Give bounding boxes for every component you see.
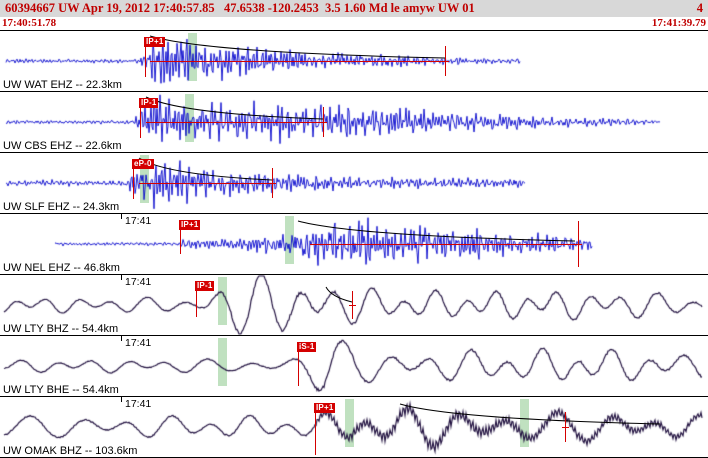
- coda-duration-marker[interactable]: [269, 168, 276, 198]
- station-label: UW OMAK BHZ -- 103.6km: [3, 445, 138, 457]
- minute-tick: [121, 336, 122, 341]
- station-label: UW SLF EHZ -- 24.3km: [3, 201, 120, 213]
- trace-slf-ehz[interactable]: [0, 153, 708, 213]
- waveform-panel-lty-bhz: IP-1 17:41 UW LTY BHZ -- 54.4km: [0, 275, 708, 336]
- coda-duration-marker[interactable]: [442, 46, 449, 76]
- phase-pick-flag[interactable]: IP+1: [314, 403, 336, 413]
- station-label: UW LTY BHZ -- 54.4km: [3, 323, 119, 335]
- event-summary: 60394667 UW Apr 19, 2012 17:40:57.85 47.…: [5, 1, 475, 15]
- window-start-time: 17:40:51.78: [2, 17, 57, 29]
- phase-pick-flag[interactable]: IP-1: [195, 281, 215, 291]
- trace-cbs-ehz[interactable]: [0, 92, 708, 152]
- trace-lty-bhe[interactable]: [0, 336, 708, 396]
- minute-tick: [121, 397, 122, 402]
- minute-label: 17:41: [125, 337, 152, 349]
- time-window-bar: 17:40:51.78 17:41:39.79: [0, 17, 708, 30]
- waveform-panels: IP+1 UW WAT EHZ -- 22.3km IP-1 UW CBS EHZ -…: [0, 30, 708, 458]
- minute-label: 17:41: [125, 276, 152, 288]
- amplitude-baseline: [150, 61, 445, 62]
- pick-time-line: [133, 169, 134, 199]
- pick-time-line: [145, 47, 146, 77]
- waveform-panel-omak-bhz: IP+1 17:41 UW OMAK BHZ -- 103.6km: [0, 397, 708, 458]
- station-label: UW CBS EHZ -- 22.6km: [3, 140, 122, 152]
- pick-time-line: [140, 108, 141, 138]
- coda-duration-marker[interactable]: [349, 291, 356, 319]
- coda-duration-marker[interactable]: [320, 107, 327, 137]
- phase-pick-flag[interactable]: eP-0: [132, 159, 154, 169]
- event-header: 60394667 UW Apr 19, 2012 17:40:57.85 47.…: [0, 0, 708, 17]
- pick-time-line: [180, 230, 181, 254]
- minute-label: 17:41: [125, 398, 152, 410]
- pick-time-line: [196, 291, 197, 317]
- station-label: UW WAT EHZ -- 22.3km: [3, 79, 122, 91]
- pick-time-line: [298, 352, 299, 386]
- amplitude-baseline: [310, 244, 578, 245]
- coda-duration-marker[interactable]: [575, 221, 582, 267]
- waveform-panel-nel-ehz: IP+1 17:41 UW NEL EHZ -- 46.8km: [0, 214, 708, 275]
- minute-label: 17:41: [125, 215, 152, 227]
- phase-pick-flag[interactable]: IP+1: [179, 220, 201, 230]
- coda-duration-marker[interactable]: [562, 412, 569, 442]
- waveform-panel-cbs-ehz: IP-1 UW CBS EHZ -- 22.6km: [0, 92, 708, 153]
- station-label: UW LTY BHE -- 54.4km: [3, 384, 119, 396]
- phase-pick-flag[interactable]: iS-1: [297, 342, 317, 352]
- window-end-time: 17:41:39.79: [651, 17, 706, 29]
- amplitude-baseline: [146, 122, 323, 123]
- waveform-panel-lty-bhe: iS-1 17:41 UW LTY BHE -- 54.4km: [0, 336, 708, 397]
- amplitude-baseline: [139, 183, 272, 184]
- phase-pick-flag[interactable]: IP-1: [139, 98, 159, 108]
- minute-tick: [121, 275, 122, 280]
- phase-pick-flag[interactable]: IP+1: [144, 37, 166, 47]
- pick-time-line: [315, 413, 316, 455]
- waveform-panel-slf-ehz: eP-0 UW SLF EHZ -- 24.3km: [0, 153, 708, 214]
- minute-tick: [121, 214, 122, 219]
- waveform-panel-wat-ehz: IP+1 UW WAT EHZ -- 22.3km: [0, 31, 708, 92]
- event-flag: 4: [696, 1, 703, 15]
- station-label: UW NEL EHZ -- 46.8km: [3, 262, 120, 274]
